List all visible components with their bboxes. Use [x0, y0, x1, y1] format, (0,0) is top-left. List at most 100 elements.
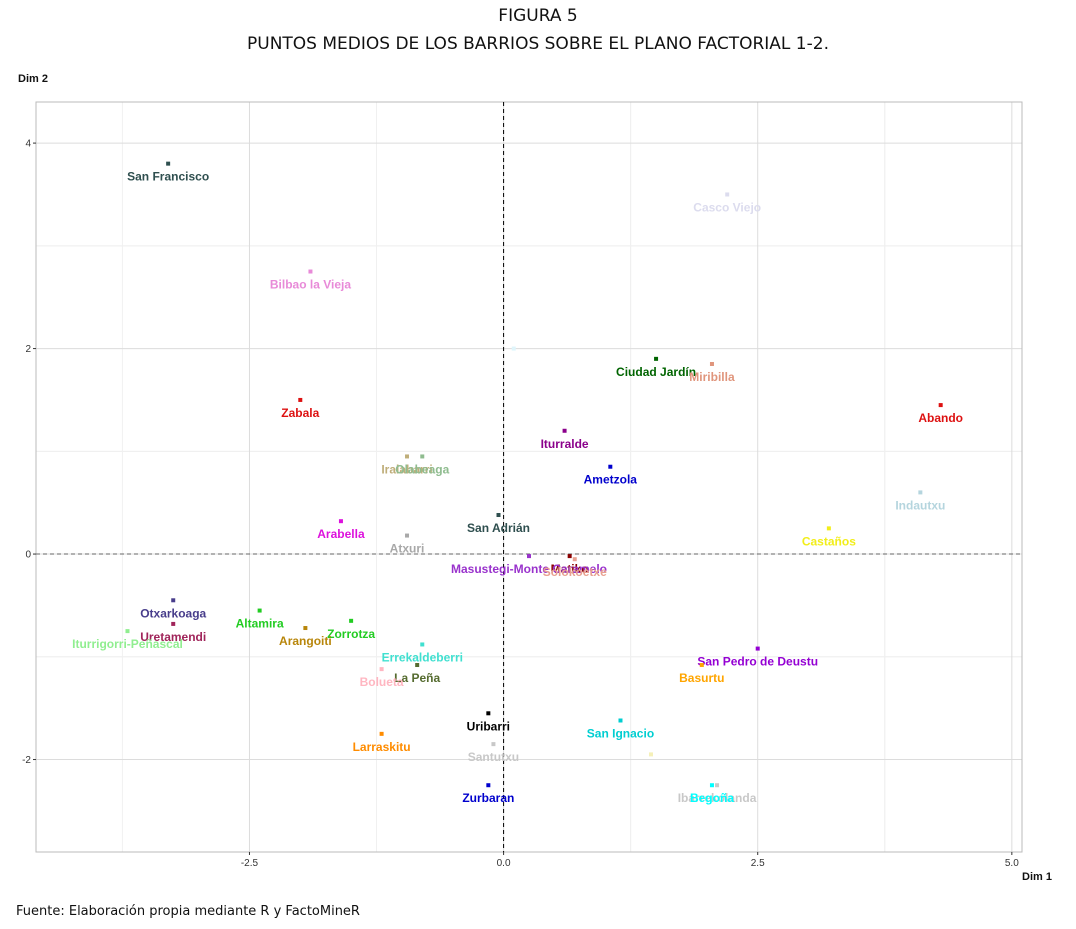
data-point: San Francisco: [127, 161, 209, 184]
point-marker: [648, 752, 653, 757]
data-point: Larraskitu: [353, 731, 411, 754]
point-marker: [709, 361, 714, 366]
point-marker: [171, 621, 176, 626]
point-label: Ibarrekolanda: [678, 791, 757, 805]
data-point: San Adrián: [467, 513, 530, 535]
data-point: San Ignacio: [587, 718, 654, 740]
data-point: Indautxu: [895, 490, 945, 512]
point-label: San Francisco: [127, 170, 209, 184]
point-marker: [938, 403, 943, 408]
data-point: Otxarkoaga: [140, 598, 207, 620]
x-tick-label: -2.5: [241, 858, 259, 869]
point-label: Errekaldeberri: [382, 650, 463, 664]
point-marker: [527, 554, 531, 559]
data-point: Atxuri: [390, 533, 425, 556]
data-point: Zabala: [281, 397, 320, 420]
point-marker: [511, 346, 516, 351]
point-label: Basurtu: [679, 671, 724, 685]
x-tick-label: 0.0: [497, 858, 511, 869]
point-label: Miribilla: [689, 370, 735, 384]
point-label: Uribarri: [467, 719, 510, 733]
data-point: Iralabarri: [381, 454, 433, 476]
data-point: Zurbaran: [462, 783, 514, 805]
point-marker: [755, 646, 760, 651]
data-point: San Pedro de Deustu: [697, 646, 818, 669]
point-marker: [303, 626, 308, 631]
point-marker: [171, 598, 176, 603]
point-marker: [349, 618, 354, 623]
point-label: San Adrián: [467, 521, 530, 535]
point-marker: [257, 608, 262, 613]
data-point: La Peña: [394, 663, 441, 685]
data-point: Santutxu: [468, 742, 519, 764]
x-tick-label: 2.5: [751, 858, 765, 869]
point-label: Bilbao la Vieja: [270, 278, 351, 292]
data-point: Begoña: [690, 783, 734, 805]
data-point: Miribilla: [689, 361, 735, 384]
data-point: Solokoetxe: [543, 557, 607, 579]
point-marker: [308, 269, 313, 274]
point-marker: [496, 513, 501, 518]
plot-panel: [35, 101, 1023, 853]
point-label: Ametzola: [584, 473, 638, 487]
point-marker: [379, 667, 384, 672]
point-marker: [572, 557, 577, 562]
data-point: Bolueta: [360, 667, 404, 689]
point-label: Zabala: [281, 406, 319, 420]
point-marker: [379, 731, 384, 736]
point-marker: [715, 783, 720, 788]
x-tick-label: 5.0: [1005, 858, 1019, 869]
point-marker: [298, 397, 303, 402]
point-label: Atxuri: [390, 542, 425, 556]
point-marker: [725, 192, 730, 197]
point-label: Indautxu: [895, 498, 945, 512]
point-label: Zurbaran: [462, 791, 514, 805]
point-marker: [420, 642, 425, 647]
y-tick-label: 0: [25, 550, 31, 561]
point-marker: [486, 711, 491, 716]
point-label: Casco Viejo: [693, 200, 761, 214]
source-note: Fuente: Elaboración propia mediante R y …: [16, 904, 360, 919]
point-marker: [338, 519, 343, 524]
point-marker: [567, 554, 572, 559]
data-point: Ametzola: [584, 464, 638, 487]
data-point: Zorrotza: [327, 618, 375, 641]
point-label: Iralabarri: [381, 462, 432, 476]
point-marker: [420, 454, 425, 459]
data-point: Errekaldeberri: [382, 642, 463, 664]
point-marker: [166, 161, 171, 166]
point-marker: [486, 783, 491, 788]
point-label: Zorrotza: [327, 627, 375, 641]
point-label: Arangoiti: [279, 634, 332, 648]
data-point: Iturrigorri-Peñascal: [72, 629, 183, 651]
point-label: Ciudad Jardín: [616, 365, 696, 379]
data-point: Uretamendi: [140, 621, 206, 644]
point-marker: [918, 490, 923, 495]
grid: [36, 102, 1022, 852]
data-point: [511, 346, 516, 351]
point-label: Abando: [918, 411, 963, 425]
data-point: Castaños: [802, 526, 856, 548]
y-tick-label: 2: [25, 344, 31, 355]
point-label: Santutxu: [468, 750, 519, 764]
data-point: Olabeaga: [395, 454, 450, 476]
point-label: Olabeaga: [395, 462, 449, 476]
point-marker: [405, 533, 410, 538]
data-points: San Francisco Casco Viejo Bilbao la Vieja C…: [72, 161, 963, 805]
point-label: Otxarkoaga: [140, 606, 206, 620]
point-marker: [405, 454, 410, 459]
data-point: Casco Viejo: [693, 192, 761, 214]
point-label: La Peña: [394, 671, 440, 685]
point-label: Uretamendi: [140, 630, 206, 644]
data-point: Basurtu: [679, 663, 724, 685]
data-point: Arabella: [317, 519, 365, 541]
point-label: Masustegi-Monte Caramelo: [451, 562, 607, 576]
data-point: Ciudad Jardín: [616, 356, 696, 379]
data-point: Uribarri: [467, 711, 510, 733]
axis-ticks: -2.5 0.0 2.5 5.0 -2 0 2 4: [22, 139, 1019, 869]
x-axis-label: Dim 1: [1022, 871, 1052, 883]
point-marker: [826, 526, 831, 531]
point-label: Castaños: [802, 534, 856, 548]
point-marker: [125, 629, 130, 634]
point-label: Matiko: [551, 562, 589, 576]
